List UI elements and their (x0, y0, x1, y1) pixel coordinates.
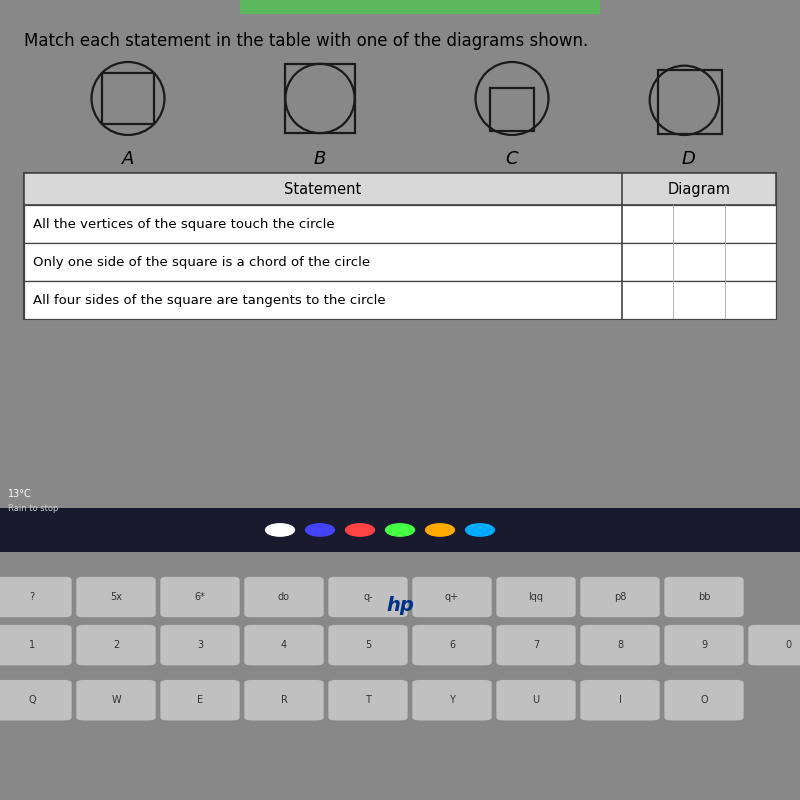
Bar (490, 87, 534, 131)
Text: Match each statement in the table with one of the diagrams shown.: Match each statement in the table with o… (24, 32, 588, 50)
Bar (102, 73, 154, 124)
Text: W: W (111, 695, 121, 706)
Text: 6: 6 (449, 640, 455, 650)
FancyBboxPatch shape (160, 680, 240, 721)
Text: bb: bb (698, 592, 710, 602)
FancyBboxPatch shape (160, 625, 240, 666)
Circle shape (386, 524, 414, 536)
Text: hp: hp (386, 596, 414, 614)
Text: 7: 7 (533, 640, 539, 650)
Text: 5x: 5x (110, 592, 122, 602)
Text: T: T (365, 695, 371, 706)
FancyBboxPatch shape (412, 576, 492, 618)
Bar (0, 508, 800, 552)
Text: R: R (281, 695, 287, 706)
Bar (24, 174, 776, 206)
Circle shape (466, 524, 494, 536)
FancyBboxPatch shape (748, 625, 800, 666)
FancyBboxPatch shape (76, 680, 156, 721)
Text: q-: q- (363, 592, 373, 602)
Text: 6*: 6* (194, 592, 206, 602)
Text: Diagram: Diagram (667, 182, 730, 197)
Bar (24, 206, 776, 243)
FancyBboxPatch shape (412, 680, 492, 721)
Text: Y: Y (449, 695, 455, 706)
FancyBboxPatch shape (664, 625, 744, 666)
Text: q+: q+ (445, 592, 459, 602)
Text: lqq: lqq (529, 592, 543, 602)
FancyBboxPatch shape (0, 576, 72, 618)
FancyBboxPatch shape (580, 625, 660, 666)
Text: 13°C: 13°C (8, 490, 32, 499)
FancyBboxPatch shape (412, 625, 492, 666)
FancyBboxPatch shape (580, 680, 660, 721)
Text: A: A (122, 150, 134, 169)
FancyBboxPatch shape (664, 576, 744, 618)
Text: D: D (681, 150, 695, 169)
Text: p8: p8 (614, 592, 626, 602)
FancyBboxPatch shape (496, 576, 576, 618)
Bar (286, 64, 354, 133)
Bar (658, 70, 722, 134)
FancyBboxPatch shape (244, 680, 324, 721)
Text: All the vertices of the square touch the circle: All the vertices of the square touch the… (33, 218, 334, 231)
FancyBboxPatch shape (0, 625, 72, 666)
Text: 0: 0 (785, 640, 791, 650)
Text: 3: 3 (197, 640, 203, 650)
Text: do: do (278, 592, 290, 602)
Text: 9: 9 (701, 640, 707, 650)
Text: 2: 2 (113, 640, 119, 650)
Text: Rain to stop: Rain to stop (8, 504, 58, 513)
Text: B: B (314, 150, 326, 169)
FancyBboxPatch shape (496, 625, 576, 666)
FancyBboxPatch shape (496, 680, 576, 721)
Text: 5: 5 (365, 640, 371, 650)
Text: ?: ? (30, 592, 34, 602)
FancyBboxPatch shape (664, 680, 744, 721)
Text: 4: 4 (281, 640, 287, 650)
Circle shape (346, 524, 374, 536)
Text: All four sides of the square are tangents to the circle: All four sides of the square are tangent… (33, 294, 386, 306)
FancyBboxPatch shape (328, 576, 408, 618)
FancyBboxPatch shape (580, 576, 660, 618)
Text: O: O (700, 695, 708, 706)
Text: U: U (533, 695, 539, 706)
FancyBboxPatch shape (244, 625, 324, 666)
Text: 1: 1 (29, 640, 35, 650)
Text: C: C (506, 150, 518, 169)
Circle shape (306, 524, 334, 536)
FancyBboxPatch shape (244, 576, 324, 618)
Text: E: E (197, 695, 203, 706)
Text: Statement: Statement (284, 182, 362, 197)
FancyBboxPatch shape (328, 625, 408, 666)
FancyBboxPatch shape (76, 625, 156, 666)
Text: Q: Q (28, 695, 36, 706)
Circle shape (426, 524, 454, 536)
Text: I: I (618, 695, 622, 706)
Circle shape (266, 524, 294, 536)
Text: Only one side of the square is a chord of the circle: Only one side of the square is a chord o… (33, 256, 370, 269)
FancyBboxPatch shape (160, 576, 240, 618)
FancyBboxPatch shape (76, 576, 156, 618)
FancyBboxPatch shape (328, 680, 408, 721)
Bar (240, 0, 600, 14)
Bar (24, 282, 776, 319)
Text: 8: 8 (617, 640, 623, 650)
Bar (24, 243, 776, 282)
FancyBboxPatch shape (0, 680, 72, 721)
